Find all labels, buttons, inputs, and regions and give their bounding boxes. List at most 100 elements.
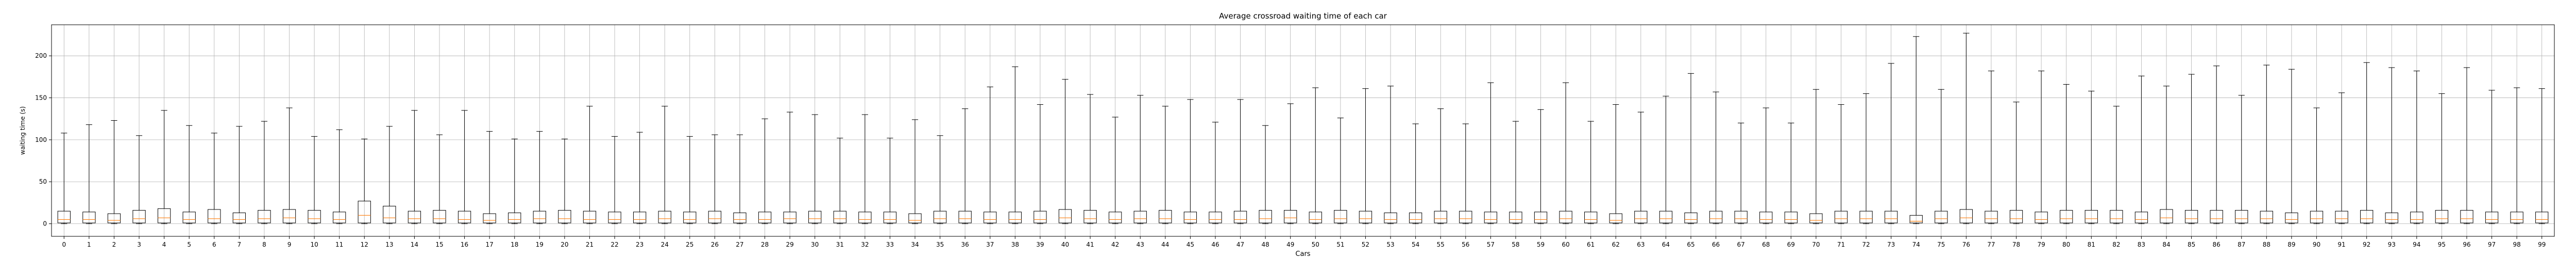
x-tick-label: 55 bbox=[1437, 241, 1445, 248]
x-tick-label: 23 bbox=[636, 241, 643, 248]
box-item bbox=[2385, 67, 2398, 224]
x-tick-label: 69 bbox=[1787, 241, 1795, 248]
x-tick-label: 1 bbox=[87, 241, 91, 248]
box-body bbox=[1083, 210, 1097, 223]
box-item bbox=[1434, 108, 1447, 224]
x-tick-label: 7 bbox=[238, 241, 242, 248]
box-body bbox=[2535, 212, 2549, 223]
box-body bbox=[758, 212, 772, 223]
chart-title: Average crossroad waiting time of each c… bbox=[1219, 11, 1387, 21]
box-body bbox=[1033, 211, 1047, 223]
box-body bbox=[1259, 210, 1272, 223]
box-body bbox=[1859, 211, 1873, 223]
x-tick-label: 50 bbox=[1312, 241, 1319, 248]
x-tick-label: 48 bbox=[1261, 241, 1269, 248]
box-item bbox=[1384, 86, 1397, 224]
x-tick-label: 30 bbox=[811, 241, 819, 248]
plot-frame bbox=[51, 24, 2555, 237]
box-item bbox=[1359, 88, 1372, 224]
box-item bbox=[483, 131, 496, 224]
box-item bbox=[758, 118, 772, 224]
box-body bbox=[1159, 210, 1172, 223]
box-body bbox=[508, 212, 521, 223]
x-tick-label: 46 bbox=[1211, 241, 1219, 248]
x-tick-label: 3 bbox=[137, 241, 141, 248]
box-body bbox=[333, 212, 346, 223]
box-item bbox=[408, 110, 421, 224]
box-body bbox=[1684, 212, 1698, 223]
box-body bbox=[1834, 211, 1848, 223]
box-body bbox=[2360, 210, 2374, 223]
box-body bbox=[1284, 210, 1297, 223]
x-tick-label: 58 bbox=[1512, 241, 1519, 248]
y-tick-label: 200 bbox=[35, 52, 47, 59]
x-tick-label: 31 bbox=[836, 241, 844, 248]
box-item bbox=[1834, 104, 1848, 224]
box-item bbox=[1859, 93, 1873, 224]
box-item bbox=[1033, 104, 1047, 224]
x-tick-label: 29 bbox=[786, 241, 793, 248]
box-body bbox=[483, 213, 496, 223]
box-item bbox=[1484, 82, 1497, 224]
box-body bbox=[2235, 210, 2248, 223]
x-tick-label: 17 bbox=[486, 241, 494, 248]
box-body bbox=[2084, 210, 2098, 223]
box-body bbox=[1584, 212, 1598, 223]
x-tick-label: 87 bbox=[2238, 241, 2245, 248]
box-item bbox=[2285, 69, 2298, 224]
box-body bbox=[2210, 210, 2223, 223]
x-tick-label: 35 bbox=[936, 241, 944, 248]
x-tick-label: 64 bbox=[1662, 241, 1670, 248]
box-body bbox=[1459, 211, 1472, 223]
box-body bbox=[933, 211, 947, 223]
box-item bbox=[2235, 95, 2248, 224]
box-item bbox=[2485, 90, 2499, 224]
box-item bbox=[57, 133, 71, 224]
box-item bbox=[1935, 89, 1948, 224]
x-tick-label: 11 bbox=[335, 241, 343, 248]
box-body bbox=[358, 201, 371, 223]
box-item bbox=[1509, 121, 1522, 224]
x-tick-label: 66 bbox=[1712, 241, 1720, 248]
box-body bbox=[2035, 212, 2048, 223]
box-item bbox=[1183, 99, 1197, 224]
x-tick-label: 15 bbox=[435, 241, 443, 248]
box-item bbox=[583, 106, 597, 224]
x-tick-label: 80 bbox=[2062, 241, 2070, 248]
x-tick-label: 18 bbox=[511, 241, 518, 248]
box-item bbox=[82, 124, 96, 224]
box-body bbox=[1985, 211, 1998, 223]
box-body bbox=[1935, 211, 1948, 223]
x-tick-label: 6 bbox=[212, 241, 216, 248]
box-body bbox=[2385, 212, 2398, 223]
box-body bbox=[1809, 213, 1823, 223]
x-tick-label: 53 bbox=[1386, 241, 1394, 248]
box-body bbox=[433, 210, 446, 223]
y-tick-label: 50 bbox=[39, 178, 47, 185]
box-item bbox=[1259, 125, 1272, 224]
box-item bbox=[1109, 117, 1122, 224]
box-item bbox=[1209, 122, 1222, 224]
x-tick-label: 97 bbox=[2488, 241, 2496, 248]
box-body bbox=[808, 211, 822, 223]
x-tick-label: 96 bbox=[2463, 241, 2470, 248]
box-body bbox=[858, 212, 872, 223]
x-tick-label: 26 bbox=[711, 241, 719, 248]
box-item bbox=[2035, 70, 2048, 224]
x-tick-label: 72 bbox=[1862, 241, 1870, 248]
box-body bbox=[1909, 215, 1923, 223]
box-body bbox=[132, 210, 146, 223]
x-tick-label: 38 bbox=[1011, 241, 1019, 248]
box-body bbox=[2335, 211, 2348, 223]
x-tick-label: 12 bbox=[361, 241, 368, 248]
x-tick-label: 77 bbox=[1987, 241, 1995, 248]
box-item bbox=[1634, 111, 1648, 224]
box-item bbox=[1584, 121, 1598, 224]
box-body bbox=[908, 213, 922, 223]
box-item bbox=[608, 136, 621, 224]
box-body bbox=[883, 212, 897, 223]
x-tick-label: 74 bbox=[1912, 241, 1920, 248]
x-tick-label: 99 bbox=[2538, 241, 2546, 248]
x-tick-label: 54 bbox=[1412, 241, 1419, 248]
